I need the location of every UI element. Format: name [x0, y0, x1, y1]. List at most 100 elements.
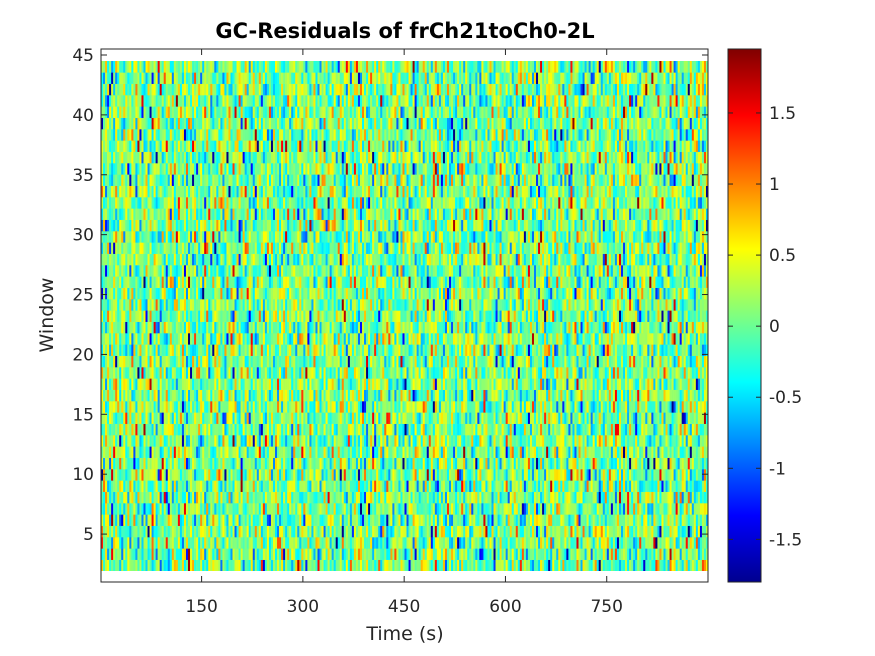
heatmap-cell [376, 469, 379, 481]
heatmap-cell [232, 514, 235, 526]
heatmap-cell [388, 537, 391, 549]
heatmap-cell [695, 548, 699, 560]
heatmap-cell [374, 469, 377, 481]
heatmap-cell [479, 469, 482, 481]
heatmap-cell [703, 480, 707, 492]
heatmap-cell [572, 480, 575, 492]
heatmap-cell [699, 514, 703, 526]
heatmap-cell [147, 537, 150, 549]
heatmap-cell [643, 559, 646, 571]
heatmap-cell [287, 446, 290, 458]
heatmap-cell [675, 389, 678, 402]
heatmap-cell [487, 412, 490, 424]
heatmap-cell [305, 378, 308, 390]
heatmap-cell [673, 469, 676, 481]
heatmap-cell [248, 559, 252, 571]
heatmap-cell [188, 469, 191, 481]
heatmap-cell [683, 548, 687, 560]
heatmap-cell [659, 457, 662, 470]
heatmap-cell [163, 446, 167, 458]
heatmap-cell [406, 559, 409, 571]
heatmap-cell [406, 514, 409, 526]
heatmap-cell [548, 423, 551, 436]
heatmap-cell [270, 423, 274, 436]
heatmap-cell [586, 491, 589, 504]
heatmap-cell [513, 412, 517, 424]
heatmap-cell [105, 412, 108, 424]
heatmap-cell [400, 446, 403, 458]
heatmap-cell [497, 514, 500, 526]
heatmap-cell [463, 401, 466, 413]
heatmap-cell [149, 457, 152, 470]
heatmap-cell [188, 537, 191, 549]
heatmap-cell [198, 503, 201, 515]
heatmap-cell [343, 525, 347, 538]
heatmap-cell [115, 401, 118, 413]
heatmap-cell [519, 435, 523, 447]
heatmap-cell [669, 401, 672, 413]
heatmap-cell [331, 480, 334, 492]
heatmap-cell [703, 401, 707, 413]
heatmap-cell [671, 446, 674, 458]
heatmap-cell [277, 491, 280, 504]
heatmap-cell [527, 548, 531, 560]
heatmap-cell [303, 412, 306, 424]
heatmap-cell [491, 548, 494, 560]
heatmap-cell [499, 412, 502, 424]
heatmap-cell [653, 514, 656, 526]
heatmap-cell [586, 537, 589, 549]
heatmap-cell [185, 389, 189, 402]
heatmap-cell [495, 559, 498, 571]
heatmap-cell [402, 537, 405, 549]
heatmap-cell [262, 389, 266, 402]
heatmap-cell [141, 389, 144, 402]
heatmap-cell [359, 435, 363, 447]
heatmap-cell [529, 503, 533, 515]
heatmap-cell [396, 469, 399, 481]
heatmap-cell [451, 514, 454, 526]
heatmap-cell [232, 457, 235, 470]
heatmap-cell [359, 480, 363, 492]
heatmap-cell [513, 537, 517, 549]
heatmap-cell [167, 480, 171, 492]
heatmap-cell [677, 548, 680, 560]
heatmap-cell [701, 491, 705, 504]
heatmap-cell [262, 503, 266, 515]
heatmap-cell [220, 401, 223, 413]
heatmap-cell [487, 559, 490, 571]
heatmap-cell [699, 480, 703, 492]
heatmap-cell [588, 389, 591, 402]
heatmap-cell [479, 503, 482, 515]
heatmap-cell [641, 435, 644, 447]
heatmap-cell [669, 491, 672, 504]
heatmap-cell [463, 514, 466, 526]
heatmap-cell [121, 548, 124, 560]
heatmap-cell [467, 457, 470, 470]
heatmap-cell [159, 548, 162, 560]
heatmap-cell [105, 537, 108, 549]
heatmap-cell [230, 457, 233, 470]
heatmap-cell [159, 378, 162, 390]
heatmap-cell [258, 378, 262, 390]
heatmap-cell [554, 412, 557, 424]
heatmap-cell [386, 537, 389, 549]
heatmap-cell [236, 491, 239, 504]
heatmap-cell [503, 537, 506, 549]
heatmap-cell [473, 446, 476, 458]
heatmap-cell [289, 491, 292, 504]
heatmap-cell [594, 480, 598, 492]
heatmap-cell [556, 548, 559, 560]
heatmap-cell [446, 435, 450, 447]
heatmap-cell [364, 469, 367, 481]
heatmap-cell [469, 435, 472, 447]
heatmap-cell [185, 378, 189, 390]
heatmap-cell [529, 412, 533, 424]
heatmap-cell [260, 401, 264, 413]
heatmap-cell [236, 503, 239, 515]
heatmap-cell [161, 389, 165, 402]
heatmap-cell [477, 435, 480, 447]
heatmap-cell [374, 559, 377, 571]
heatmap-cell [341, 503, 345, 515]
heatmap-cell [319, 423, 322, 436]
heatmap-cell [669, 525, 672, 538]
